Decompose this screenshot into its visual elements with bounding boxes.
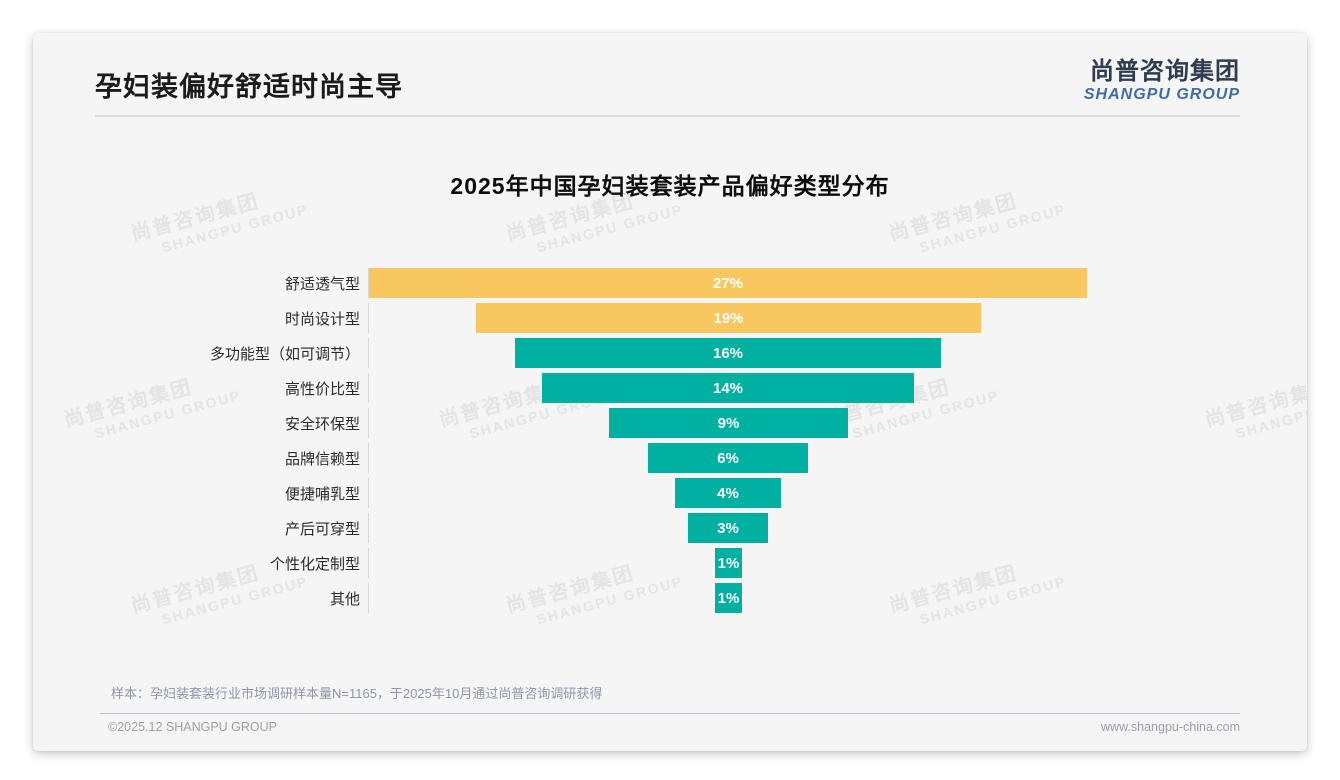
chart-row: 品牌信赖型 6% bbox=[33, 443, 1307, 473]
plot-area: 16% bbox=[368, 338, 1307, 368]
bar-value-label: 1% bbox=[717, 589, 740, 607]
footer-divider bbox=[100, 713, 1240, 714]
plot-area: 6% bbox=[368, 443, 1307, 473]
bar-value-label: 4% bbox=[717, 484, 739, 502]
bar: 19% bbox=[476, 303, 981, 333]
page-title: 孕妇装偏好舒适时尚主导 bbox=[95, 72, 403, 102]
chart-row: 其他 1% bbox=[33, 583, 1307, 613]
category-label: 舒适透气型 bbox=[284, 275, 360, 293]
chart-title: 2025年中国孕妇装套装产品偏好类型分布 bbox=[450, 173, 890, 199]
header: 孕妇装偏好舒适时尚主导 尚普咨询集团 SHANGPU GROUP bbox=[95, 33, 1240, 117]
chart-row: 时尚设计型 19% bbox=[33, 303, 1307, 333]
chart-row: 安全环保型 9% bbox=[33, 408, 1307, 438]
chart-row: 多功能型（如可调节） 16% bbox=[33, 338, 1307, 368]
sample-note: 样本：孕妇装套装行业市场调研样本量N=1165，于2025年10月通过尚普咨询调… bbox=[111, 686, 603, 701]
bar: 27% bbox=[369, 268, 1087, 298]
category-label: 品牌信赖型 bbox=[284, 450, 360, 468]
plot-area: 14% bbox=[368, 373, 1307, 403]
bar-value-label: 1% bbox=[717, 554, 740, 572]
plot-area: 3% bbox=[368, 513, 1307, 543]
bar-value-label: 14% bbox=[712, 379, 744, 397]
category-label: 其他 bbox=[329, 590, 360, 608]
chart-row: 高性价比型 14% bbox=[33, 373, 1307, 403]
bar: 14% bbox=[542, 373, 914, 403]
bar-value-label: 9% bbox=[717, 414, 740, 432]
company-logo: 尚普咨询集团 SHANGPU GROUP bbox=[1083, 58, 1240, 104]
bar-value-label: 27% bbox=[712, 274, 744, 292]
plot-area: 19% bbox=[368, 303, 1307, 333]
plot-area: 9% bbox=[368, 408, 1307, 438]
footer-website: www.shangpu-china.com bbox=[1101, 720, 1240, 734]
bar: 1% bbox=[715, 583, 742, 613]
funnel-bar-chart: 舒适透气型 27% 时尚设计型 19% 多功能型（如可调节） 16% 高性价比型 14% 安全环… bbox=[33, 268, 1307, 618]
category-label: 便捷哺乳型 bbox=[284, 485, 360, 503]
category-label: 个性化定制型 bbox=[269, 555, 360, 573]
report-slide: 尚普咨询集团 SHANGPU GROUP 尚普咨询集团 SHANGPU GROUP 尚普… bbox=[33, 33, 1307, 751]
bar-value-label: 6% bbox=[717, 449, 739, 467]
bar-value-label: 16% bbox=[712, 344, 744, 362]
category-label: 时尚设计型 bbox=[284, 310, 360, 328]
category-label: 多功能型（如可调节） bbox=[209, 345, 360, 363]
bar: 9% bbox=[609, 408, 848, 438]
bar-value-label: 19% bbox=[713, 309, 744, 327]
plot-area: 4% bbox=[368, 478, 1307, 508]
chart-row: 舒适透气型 27% bbox=[33, 268, 1307, 298]
bar: 6% bbox=[648, 443, 808, 473]
footer: ©2025.12 SHANGPU GROUP www.shangpu-china… bbox=[108, 720, 1240, 734]
plot-area: 27% bbox=[368, 268, 1307, 298]
bar: 16% bbox=[515, 338, 941, 368]
logo-chinese-name: 尚普咨询集团 bbox=[1090, 58, 1240, 86]
plot-area: 1% bbox=[368, 548, 1307, 578]
bar: 3% bbox=[688, 513, 768, 543]
plot-area: 1% bbox=[368, 583, 1307, 613]
category-label: 产后可穿型 bbox=[284, 520, 360, 538]
category-label: 安全环保型 bbox=[284, 415, 360, 433]
footer-copyright: ©2025.12 SHANGPU GROUP bbox=[108, 720, 277, 734]
chart-row: 便捷哺乳型 4% bbox=[33, 478, 1307, 508]
logo-english-name: SHANGPU GROUP bbox=[1083, 86, 1240, 104]
chart-row: 产后可穿型 3% bbox=[33, 513, 1307, 543]
bar-value-label: 3% bbox=[717, 519, 739, 537]
bar: 1% bbox=[715, 548, 742, 578]
category-label: 高性价比型 bbox=[284, 380, 360, 398]
chart-row: 个性化定制型 1% bbox=[33, 548, 1307, 578]
bar: 4% bbox=[675, 478, 781, 508]
